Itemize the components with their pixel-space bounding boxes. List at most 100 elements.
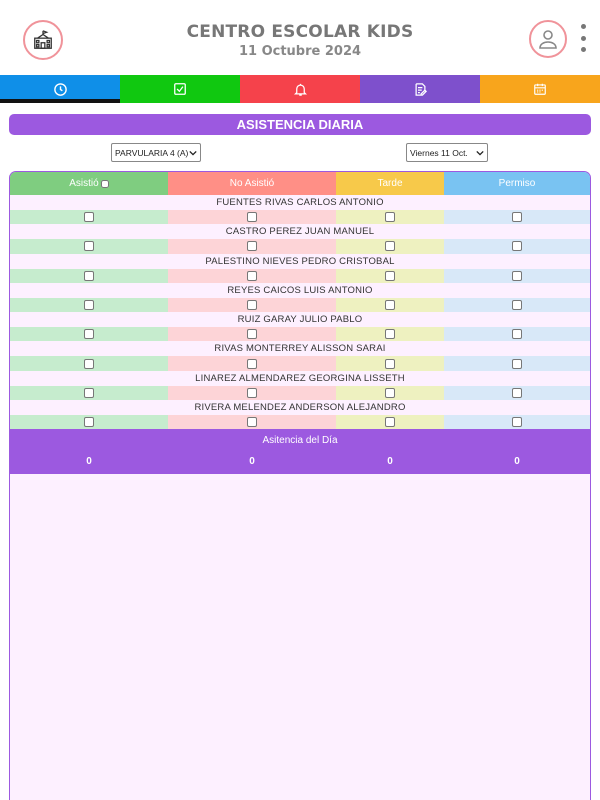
student-name: RUIZ GARAY JULIO PABLO: [237, 314, 363, 326]
attendance-cell-permission: [444, 327, 590, 342]
absent-checkbox[interactable]: [247, 387, 257, 398]
attendance-cell-absent: [168, 415, 336, 430]
chevron-down-icon: [189, 150, 197, 156]
school-name: CENTRO ESCOLAR KIDS: [186, 22, 414, 42]
tab-notifications[interactable]: [240, 75, 360, 103]
col-header-present-label: Asistió: [69, 178, 99, 189]
attendance-cell-late: [336, 297, 444, 313]
late-checkbox[interactable]: [385, 329, 395, 340]
attendance-cell-permission: [444, 385, 590, 401]
attendance-cell-late: [336, 210, 444, 225]
table-header: Asistió No Asistió Tarde Permiso: [10, 172, 590, 195]
col-header-present: Asistió: [10, 172, 168, 195]
present-checkbox[interactable]: [84, 212, 94, 223]
attendance-cell-absent: [168, 210, 336, 225]
student-attendance-row: [10, 297, 590, 313]
student-attendance-row: [10, 385, 590, 401]
report-icon: [415, 82, 427, 96]
attendance-cell-late: [336, 385, 444, 401]
tab-bar: [0, 75, 600, 103]
summary-values: 0 0 0 0: [10, 451, 590, 471]
present-checkbox[interactable]: [84, 329, 94, 340]
absent-checkbox[interactable]: [247, 212, 257, 223]
attendance-cell-absent: [168, 297, 336, 313]
permission-checkbox[interactable]: [512, 329, 522, 340]
attendance-cell-absent: [168, 385, 336, 401]
col-header-permission: Permiso: [444, 172, 590, 195]
attendance-cell-present: [10, 210, 168, 225]
student-name: RIVERA MELENDEZ ANDERSON ALEJANDRO: [194, 402, 406, 414]
card-title: ASISTENCIA DIARIA: [9, 114, 591, 135]
late-checkbox[interactable]: [385, 300, 395, 311]
grade-select[interactable]: PARVULARIA 4 (A): [111, 143, 201, 162]
present-checkbox[interactable]: [84, 300, 94, 311]
late-checkbox[interactable]: [385, 270, 395, 281]
permission-checkbox[interactable]: [512, 358, 522, 369]
attendance-cell-permission: [444, 239, 590, 254]
permission-checkbox[interactable]: [512, 417, 522, 428]
col-header-absent: No Asistió: [168, 172, 336, 195]
late-checkbox[interactable]: [385, 387, 395, 398]
chevron-down-icon: [476, 150, 484, 156]
grade-select-value: PARVULARIA 4 (A): [115, 147, 189, 158]
checkbox-icon: [174, 83, 186, 95]
absent-checkbox[interactable]: [247, 241, 257, 252]
attendance-cell-permission: [444, 210, 590, 225]
select-all-present-checkbox[interactable]: [100, 179, 109, 188]
summary-absent-count: 0: [249, 455, 255, 467]
late-checkbox[interactable]: [385, 212, 395, 223]
attendance-cell-present: [10, 415, 168, 430]
tab-tasks[interactable]: [120, 75, 240, 103]
attendance-cell-present: [10, 327, 168, 342]
student-name: RIVAS MONTERREY ALISSON SARAI: [214, 343, 386, 355]
current-date: 11 Octubre 2024: [238, 44, 362, 59]
tab-attendance[interactable]: [0, 75, 120, 103]
user-profile-button[interactable]: [529, 20, 567, 58]
bell-icon: [293, 83, 307, 96]
date-select-value: Viernes 11 Oct.: [410, 147, 468, 158]
attendance-cell-present: [10, 297, 168, 313]
attendance-cell-present: [10, 356, 168, 371]
attendance-cell-late: [336, 268, 444, 283]
attendance-cell-absent: [168, 268, 336, 283]
permission-checkbox[interactable]: [512, 212, 522, 223]
present-checkbox[interactable]: [84, 417, 94, 428]
attendance-cell-absent: [168, 356, 336, 371]
user-icon: [539, 30, 557, 49]
attendance-cell-present: [10, 239, 168, 254]
student-attendance-row: [10, 327, 590, 342]
tab-reports[interactable]: [360, 75, 480, 103]
late-checkbox[interactable]: [385, 417, 395, 428]
app-header: CENTRO ESCOLAR KIDS 11 Octubre 2024: [0, 0, 600, 75]
absent-checkbox[interactable]: [247, 358, 257, 369]
calendar-icon: [534, 83, 546, 95]
absent-checkbox[interactable]: [247, 329, 257, 340]
permission-checkbox[interactable]: [512, 387, 522, 398]
student-rows: FUENTES RIVAS CARLOS ANTONIO CASTRO PEREZ…: [10, 195, 590, 430]
permission-checkbox[interactable]: [512, 270, 522, 281]
absent-checkbox[interactable]: [247, 270, 257, 281]
present-checkbox[interactable]: [84, 387, 94, 398]
school-button[interactable]: [23, 20, 63, 60]
attendance-cell-permission: [444, 356, 590, 371]
absent-checkbox[interactable]: [247, 417, 257, 428]
attendance-cell-present: [10, 268, 168, 283]
tab-calendar[interactable]: [480, 75, 600, 103]
daily-summary: Asitencia del Día 0 0 0 0: [10, 429, 590, 475]
present-checkbox[interactable]: [84, 270, 94, 281]
date-select[interactable]: Viernes 11 Oct.: [406, 143, 488, 162]
student-attendance-row: [10, 268, 590, 283]
absent-checkbox[interactable]: [247, 300, 257, 311]
student-attendance-row: [10, 356, 590, 371]
permission-checkbox[interactable]: [512, 241, 522, 252]
present-checkbox[interactable]: [84, 241, 94, 252]
student-name: PALESTINO NIEVES PEDRO CRISTOBAL: [205, 255, 395, 267]
more-options-icon[interactable]: [578, 24, 588, 52]
late-checkbox[interactable]: [385, 358, 395, 369]
late-checkbox[interactable]: [385, 241, 395, 252]
permission-checkbox[interactable]: [512, 300, 522, 311]
attendance-cell-late: [336, 327, 444, 342]
student-name: FUENTES RIVAS CARLOS ANTONIO: [216, 197, 384, 208]
attendance-cell-absent: [168, 239, 336, 254]
present-checkbox[interactable]: [84, 358, 94, 369]
